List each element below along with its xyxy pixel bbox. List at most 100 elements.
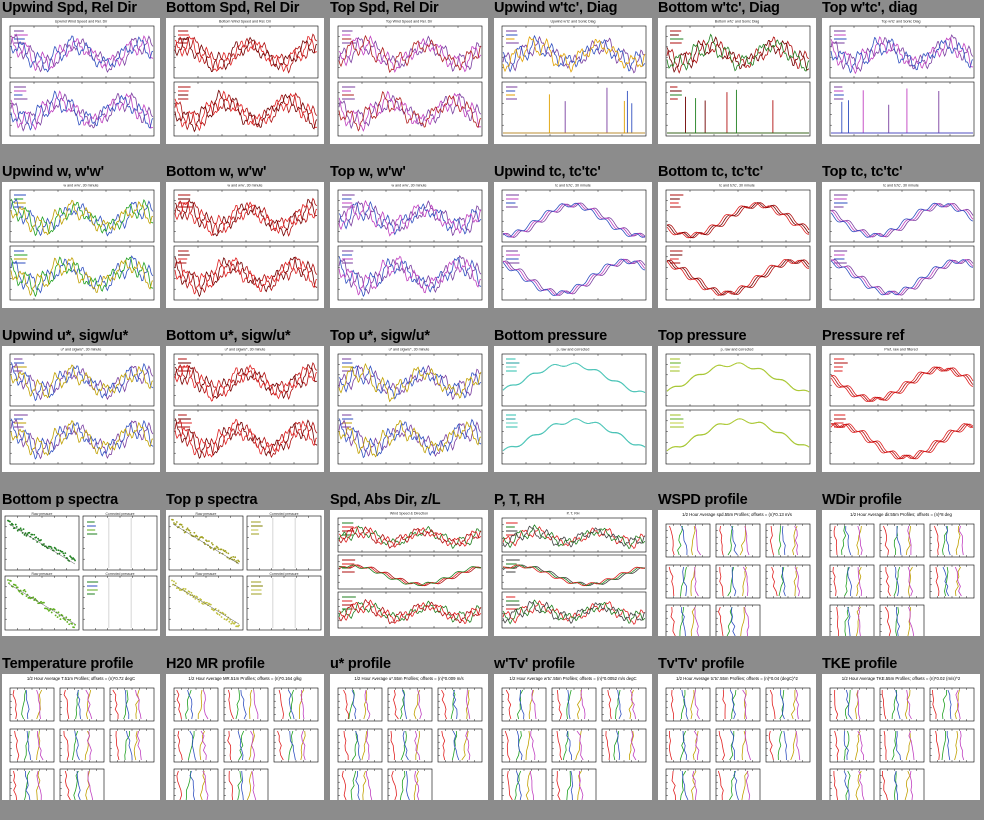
plot-cell[interactable]: Top w, w'w' w and w'w', 30 minute: [328, 164, 492, 328]
plot-thumbnail[interactable]: 1/2 Hour Average w'tc'.55m Profiles; off…: [494, 674, 652, 800]
plot-title[interactable]: Spd, Abs Dir, z/L: [330, 492, 441, 508]
plot-title[interactable]: Bottom w, w'w': [166, 164, 267, 180]
plot-thumbnail[interactable]: w and w'w', 30 minute: [2, 182, 160, 308]
series-line: [338, 362, 482, 403]
plot-title[interactable]: Bottom tc, tc'tc': [658, 164, 763, 180]
plot-title[interactable]: WSPD profile: [658, 492, 748, 508]
plot-cell[interactable]: Top tc, tc'tc' tc and tc'tc', 30 minute: [820, 164, 984, 328]
plot-thumbnail[interactable]: P, T, RH: [494, 510, 652, 636]
plot-title[interactable]: Pressure ref: [822, 328, 905, 344]
plot-thumbnail[interactable]: Raw pressure Corrected pressure Raw pressu…: [2, 510, 160, 636]
plot-cell[interactable]: Pressure ref Pref, raw and filtered: [820, 328, 984, 492]
plot-thumbnail[interactable]: 1/2 Hour Average dir.55m Profiles; offse…: [822, 510, 980, 636]
plot-thumbnail[interactable]: Pref, raw and filtered: [822, 346, 980, 472]
plot-cell[interactable]: Temperature profile 1/2 Hour Average T.51…: [0, 656, 164, 820]
plot-title[interactable]: TKE profile: [822, 656, 898, 672]
plot-thumbnail[interactable]: p, raw and corrected: [658, 346, 816, 472]
plot-title[interactable]: Upwind u*, sigw/u*: [2, 328, 129, 344]
profile-line: [907, 566, 913, 597]
plot-title[interactable]: P, T, RH: [494, 492, 545, 508]
plot-title[interactable]: Top pressure: [658, 328, 747, 344]
plot-cell[interactable]: Bottom tc, tc'tc' tc and tc'tc', 30 minut…: [656, 164, 820, 328]
plot-title[interactable]: Upwind w, w'w': [2, 164, 104, 180]
plot-title[interactable]: Temperature profile: [2, 656, 134, 672]
plot-thumbnail[interactable]: Upwind w'tc' and Sonic Diag: [494, 18, 652, 144]
plot-thumbnail[interactable]: Top w'tc' and Sonic Diag: [822, 18, 980, 144]
plot-cell[interactable]: Top Spd, Rel Dir Top Wind Speed and Rel. …: [328, 0, 492, 164]
plot-cell[interactable]: Spd, Abs Dir, z/L Wind Speed & Direction: [328, 492, 492, 656]
plot-thumbnail[interactable]: 1/2 Hour Average TKE.55m Profiles; offse…: [822, 674, 980, 800]
plot-thumbnail[interactable]: Bottom Wind Speed and Rel. Dir: [166, 18, 324, 144]
plot-cell[interactable]: Upwind Spd, Rel Dir Upwind Wind Speed and…: [0, 0, 164, 164]
plot-thumbnail[interactable]: p, raw and corrected: [494, 346, 652, 472]
plot-title[interactable]: Upwind Spd, Rel Dir: [2, 0, 137, 16]
plot-thumbnail[interactable]: tc and tc'tc', 30 minute: [658, 182, 816, 308]
plot-title[interactable]: Upwind w'tc', Diag: [494, 0, 618, 16]
series-line: [174, 33, 318, 74]
plot-cell[interactable]: Upwind w'tc', Diag Upwind w'tc' and Sonic…: [492, 0, 656, 164]
profile-line: [413, 770, 420, 800]
plot-title[interactable]: Top u*, sigw/u*: [330, 328, 430, 344]
profile-line: [251, 770, 257, 800]
profile-line: [400, 730, 407, 761]
plot-thumbnail[interactable]: Raw pressure Corrected pressure Raw pressu…: [166, 510, 324, 636]
plot-title[interactable]: Top tc, tc'tc': [822, 164, 903, 180]
plot-cell[interactable]: H20 MR profile 1/2 Hour Average MR.51m Pr…: [164, 656, 328, 820]
plot-cell[interactable]: Top w'tc', diag Top w'tc' and Sonic Diag: [820, 0, 984, 164]
plot-cell[interactable]: Bottom p spectra Raw pressure Corrected pr…: [0, 492, 164, 656]
profile-line: [176, 770, 183, 800]
plot-thumbnail[interactable]: 1/2 Hour Average spd.55m Profiles; offse…: [658, 510, 816, 636]
profile-line: [366, 770, 373, 800]
plot-cell[interactable]: Bottom u*, sigw/u* u* and sigw/u*, 30 min…: [164, 328, 328, 492]
plot-thumbnail[interactable]: 1/2 Hour Average T.51m Profiles; offsets…: [2, 674, 160, 800]
plot-thumbnail[interactable]: Wind Speed & Direction: [330, 510, 488, 636]
plot-cell[interactable]: Bottom w'tc', Diag Bottom w'tc' and Sonic…: [656, 0, 820, 164]
plot-title[interactable]: Top p spectra: [166, 492, 258, 508]
plot-cell[interactable]: Bottom pressure p, raw and corrected: [492, 328, 656, 492]
plot-title[interactable]: u* profile: [330, 656, 391, 672]
plot-cell[interactable]: Upwind w, w'w' w and w'w', 30 minute: [0, 164, 164, 328]
plot-title[interactable]: Bottom u*, sigw/u*: [166, 328, 291, 344]
plot-title[interactable]: Upwind tc, tc'tc': [494, 164, 601, 180]
plot-thumbnail[interactable]: u* and sigw/u*, 30 minute: [2, 346, 160, 472]
plot-thumbnail[interactable]: tc and tc'tc', 30 minute: [822, 182, 980, 308]
plot-title[interactable]: Bottom Spd, Rel Dir: [166, 0, 300, 16]
plot-title[interactable]: Top Spd, Rel Dir: [330, 0, 439, 16]
plot-thumbnail[interactable]: Top Wind Speed and Rel. Dir: [330, 18, 488, 144]
plot-title[interactable]: Tv'Tv' profile: [658, 656, 745, 672]
plot-cell[interactable]: WSPD profile 1/2 Hour Average spd.55m Pro…: [656, 492, 820, 656]
plot-cell[interactable]: Tv'Tv' profile 1/2 Hour Average tc'tc'.55…: [656, 656, 820, 820]
plot-cell[interactable]: Upwind tc, tc'tc' tc and tc'tc', 30 minut…: [492, 164, 656, 328]
plot-cell[interactable]: TKE profile 1/2 Hour Average TKE.55m Prof…: [820, 656, 984, 820]
plot-thumbnail[interactable]: 1/2 Hour Average MR.51m Profiles; offset…: [166, 674, 324, 800]
plot-cell[interactable]: w'Tv' profile 1/2 Hour Average w'tc'.55m …: [492, 656, 656, 820]
plot-cell[interactable]: Bottom w, w'w' w and w'w', 30 minute: [164, 164, 328, 328]
plot-thumbnail[interactable]: tc and tc'tc', 30 minute: [494, 182, 652, 308]
plot-thumbnail[interactable]: Bottom w'tc' and Sonic Diag: [658, 18, 816, 144]
plot-title[interactable]: Bottom p spectra: [2, 492, 119, 508]
plot-cell[interactable]: u* profile 1/2 Hour Average u*.55m Profil…: [328, 656, 492, 820]
plot-title[interactable]: Top w'tc', diag: [822, 0, 918, 16]
plot-thumbnail[interactable]: 1/2 Hour Average u*.55m Profiles; offset…: [330, 674, 488, 800]
plot-thumbnail[interactable]: Upwind Wind Speed and Rel. Dir: [2, 18, 160, 144]
plot-title[interactable]: Bottom pressure: [494, 328, 608, 344]
plot-cell[interactable]: Top p spectra Raw pressure Corrected press…: [164, 492, 328, 656]
plot-cell[interactable]: Top u*, sigw/u* u* and sigw/u*, 30 minute: [328, 328, 492, 492]
plot-title[interactable]: w'Tv' profile: [494, 656, 575, 672]
plot-cell[interactable]: Bottom Spd, Rel Dir Bottom Wind Speed and…: [164, 0, 328, 164]
plot-thumbnail[interactable]: 1/2 Hour Average tc'tc'.55m Profiles; of…: [658, 674, 816, 800]
plot-thumbnail[interactable]: w and w'w', 30 minute: [330, 182, 488, 308]
plot-cell[interactable]: Upwind u*, sigw/u* u* and sigw/u*, 30 min…: [0, 328, 164, 492]
series-line: [10, 256, 154, 298]
plot-cell[interactable]: P, T, RH P, T, RH: [492, 492, 656, 656]
plot-title[interactable]: WDir profile: [822, 492, 902, 508]
plot-title[interactable]: Bottom w'tc', Diag: [658, 0, 780, 16]
plot-cell[interactable]: WDir profile 1/2 Hour Average dir.55m Pro…: [820, 492, 984, 656]
profile-panel: [601, 728, 647, 763]
plot-thumbnail[interactable]: w and w'w', 30 minute: [166, 182, 324, 308]
plot-cell[interactable]: Top pressure p, raw and corrected: [656, 328, 820, 492]
plot-thumbnail[interactable]: u* and sigw/u*, 30 minute: [330, 346, 488, 472]
plot-title[interactable]: H20 MR profile: [166, 656, 265, 672]
plot-title[interactable]: Top w, w'w': [330, 164, 406, 180]
plot-thumbnail[interactable]: u* and sigw/u*, 30 minute: [166, 346, 324, 472]
